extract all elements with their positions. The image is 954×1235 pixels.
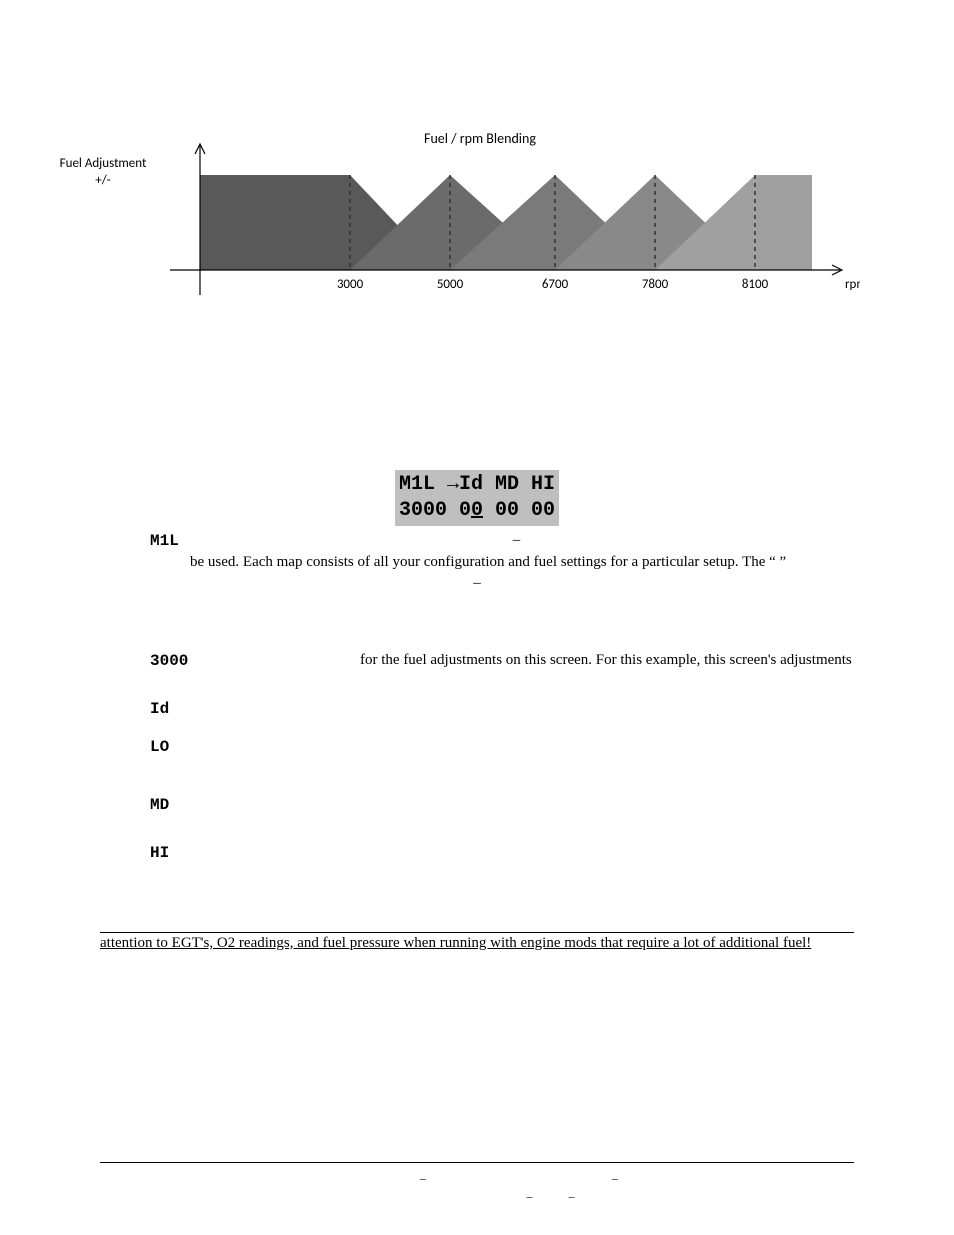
lcd-display: M1L →Id MD HI 3000 00 00 00 [395, 470, 559, 526]
fuel-rpm-chart: Fuel / rpm Blending Fuel Adjustment +/- … [100, 120, 860, 350]
warning-block: attention to EGT's, O2 readings, and fue… [100, 932, 854, 952]
def-hi: HI [100, 844, 854, 862]
svg-text:6700: 6700 [542, 277, 569, 292]
chart-regions [200, 175, 812, 270]
svg-text:7800: 7800 [642, 277, 669, 292]
warning-text: attention to EGT's, O2 readings, and fue… [100, 932, 854, 952]
svg-text:5000: 5000 [437, 277, 464, 292]
label-m1l: M1L [150, 532, 179, 550]
m1l-text: be used. Each map consists of all your c… [190, 554, 854, 571]
page-container: Fuel / rpm Blending Fuel Adjustment +/- … [0, 0, 954, 1235]
footer-line1: – – [100, 1169, 854, 1187]
chart-svg: 3000 5000 6700 7800 8100 rpm [100, 120, 860, 330]
svg-text:3000: 3000 [337, 277, 364, 292]
def-id: Id [100, 700, 854, 718]
chart-xlabel: rpm [845, 277, 860, 292]
footer-line2: – – [100, 1187, 854, 1205]
def-3000: 3000 for the fuel adjustments on this sc… [100, 652, 854, 670]
svg-text:8100: 8100 [742, 277, 769, 292]
chart-ticks: 3000 5000 6700 7800 8100 [337, 277, 769, 292]
definitions-block: 3000 for the fuel adjustments on this sc… [100, 652, 854, 862]
def-lo: LO [100, 738, 854, 756]
def-md: MD [100, 796, 854, 814]
def-m1l: M1L – [100, 532, 854, 550]
page-footer: – – – [100, 1162, 854, 1205]
lcd-display-wrap: M1L →Id MD HI 3000 00 00 00 [100, 470, 854, 526]
